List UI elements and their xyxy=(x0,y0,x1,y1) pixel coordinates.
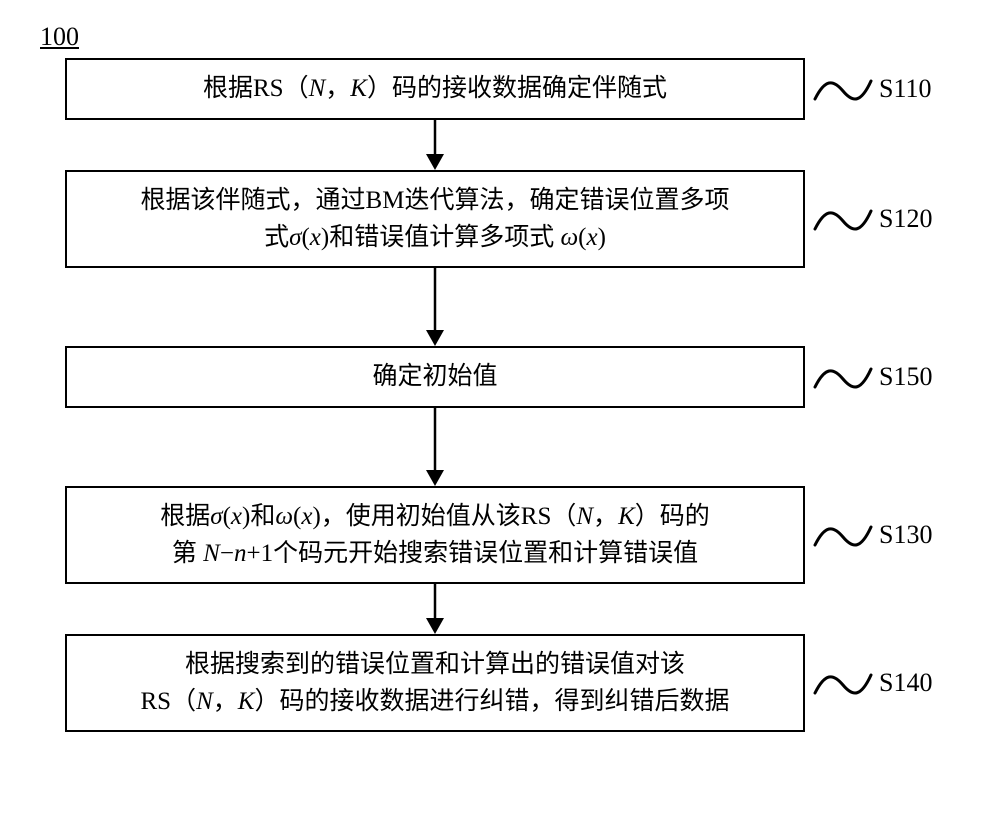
arrow-down-icon xyxy=(420,408,450,486)
connector-tilde xyxy=(813,201,873,237)
connector-tilde xyxy=(813,665,873,701)
text-line: 根据σ(x)和ω(x)，使用初始值从该RS（N，K）码的 xyxy=(160,498,710,536)
text-seg: N xyxy=(309,75,326,102)
text-seg: ）码的 xyxy=(635,503,710,530)
text-seg: ω xyxy=(560,224,578,251)
text-seg: 确定初始值 xyxy=(372,363,497,390)
flowchart-container: 根据RS（N，K）码的接收数据确定伴随式S110根据该伴随式，通过BM迭代算法，… xyxy=(0,58,1000,732)
text-seg: )和错误值计算多项式 xyxy=(321,224,561,251)
step-label-wrap: S110 xyxy=(813,71,932,107)
text-seg: N xyxy=(196,688,213,715)
text-seg: x xyxy=(310,224,321,251)
step-label: S140 xyxy=(879,668,932,698)
connector-tilde xyxy=(813,71,873,107)
connector-tilde xyxy=(813,517,873,553)
step-label-wrap: S130 xyxy=(813,517,932,553)
arrow-down-icon xyxy=(420,120,450,170)
text-seg: )，使用初始值从该RS（ xyxy=(312,503,576,530)
step-label-wrap: S120 xyxy=(813,201,932,237)
text-seg: ( xyxy=(223,503,231,530)
flow-box-text: 根据σ(x)和ω(x)，使用初始值从该RS（N，K）码的第 N−n+1个码元开始… xyxy=(160,498,710,573)
text-seg: 根据RS（ xyxy=(203,75,309,102)
text-seg: 根据该伴随式，通过BM迭代算法，确定错误位置多项 xyxy=(141,187,730,214)
flow-row: 确定初始值 S150 xyxy=(0,346,1000,408)
text-line: 第 N−n+1个码元开始搜索错误位置和计算错误值 xyxy=(160,535,710,573)
text-seg: ) xyxy=(598,224,606,251)
step-label-wrap: S140 xyxy=(813,665,932,701)
text-seg: RS（ xyxy=(141,688,197,715)
diagram-title: 100 xyxy=(40,22,79,52)
text-seg: K xyxy=(618,503,635,530)
flow-box-text: 根据搜索到的错误位置和计算出的错误值对该 RS（N，K）码的接收数据进行纠错，得到… xyxy=(141,646,730,721)
text-line: 根据搜索到的错误位置和计算出的错误值对该 xyxy=(141,646,730,684)
flow-row: 根据该伴随式，通过BM迭代算法，确定错误位置多项式σ(x)和错误值计算多项式 ω… xyxy=(0,170,1000,268)
flow-row: 根据σ(x)和ω(x)，使用初始值从该RS（N，K）码的第 N−n+1个码元开始… xyxy=(0,486,1000,584)
text-seg: x xyxy=(586,224,597,251)
flow-box-s140: 根据搜索到的错误位置和计算出的错误值对该 RS（N，K）码的接收数据进行纠错，得到… xyxy=(65,634,805,732)
text-seg: x xyxy=(231,503,242,530)
text-seg: ， xyxy=(325,75,350,102)
flow-box-text: 根据RS（N，K）码的接收数据确定伴随式 xyxy=(203,70,667,108)
flow-row: 根据搜索到的错误位置和计算出的错误值对该 RS（N，K）码的接收数据进行纠错，得到… xyxy=(0,634,1000,732)
text-line: RS（N，K）码的接收数据进行纠错，得到纠错后数据 xyxy=(141,683,730,721)
text-seg: σ xyxy=(289,224,301,251)
arrow-wrap xyxy=(0,584,1000,634)
text-seg: ）码的接收数据确定伴随式 xyxy=(367,75,667,102)
text-seg: K xyxy=(350,75,367,102)
text-line: 根据该伴随式，通过BM迭代算法，确定错误位置多项 xyxy=(141,182,730,220)
flow-box-s150: 确定初始值 xyxy=(65,346,805,408)
text-seg: ， xyxy=(593,503,618,530)
step-label: S150 xyxy=(879,362,932,392)
text-seg: 根据 xyxy=(160,503,210,530)
text-seg: N xyxy=(576,503,593,530)
flow-box-s130: 根据σ(x)和ω(x)，使用初始值从该RS（N，K）码的第 N−n+1个码元开始… xyxy=(65,486,805,584)
text-seg: ）码的接收数据进行纠错，得到纠错后数据 xyxy=(254,688,729,715)
step-label: S120 xyxy=(879,204,932,234)
text-seg: ， xyxy=(213,688,238,715)
text-seg: N xyxy=(203,540,220,567)
text-seg: − xyxy=(220,540,234,567)
flow-box-text: 根据该伴随式，通过BM迭代算法，确定错误位置多项式σ(x)和错误值计算多项式 ω… xyxy=(141,182,730,257)
step-label: S110 xyxy=(879,74,932,104)
flow-box-s120: 根据该伴随式，通过BM迭代算法，确定错误位置多项式σ(x)和错误值计算多项式 ω… xyxy=(65,170,805,268)
text-seg: ω xyxy=(275,503,293,530)
step-label: S130 xyxy=(879,520,932,550)
text-seg: 式 xyxy=(264,224,289,251)
text-seg: ( xyxy=(301,224,309,251)
text-seg: K xyxy=(238,688,255,715)
arrow-wrap xyxy=(0,120,1000,170)
step-label-wrap: S150 xyxy=(813,359,932,395)
arrow-wrap xyxy=(0,408,1000,486)
flow-box-text: 确定初始值 xyxy=(372,358,497,396)
arrow-down-icon xyxy=(420,268,450,346)
text-line: 式σ(x)和错误值计算多项式 ω(x) xyxy=(141,219,730,257)
text-seg: +1个码元开始搜索错误位置和计算错误值 xyxy=(246,540,698,567)
arrow-wrap xyxy=(0,268,1000,346)
text-seg: σ xyxy=(210,503,222,530)
flow-row: 根据RS（N，K）码的接收数据确定伴随式 S110 xyxy=(0,58,1000,120)
text-line: 根据RS（N，K）码的接收数据确定伴随式 xyxy=(203,70,667,108)
text-seg: 第 xyxy=(172,540,203,567)
connector-tilde xyxy=(813,359,873,395)
flow-box-s110: 根据RS（N，K）码的接收数据确定伴随式 xyxy=(65,58,805,120)
text-seg: x xyxy=(301,503,312,530)
text-line: 确定初始值 xyxy=(372,358,497,396)
text-seg: 根据搜索到的错误位置和计算出的错误值对该 xyxy=(185,651,685,678)
text-seg: n xyxy=(234,540,247,567)
arrow-down-icon xyxy=(420,584,450,634)
text-seg: )和 xyxy=(242,503,275,530)
